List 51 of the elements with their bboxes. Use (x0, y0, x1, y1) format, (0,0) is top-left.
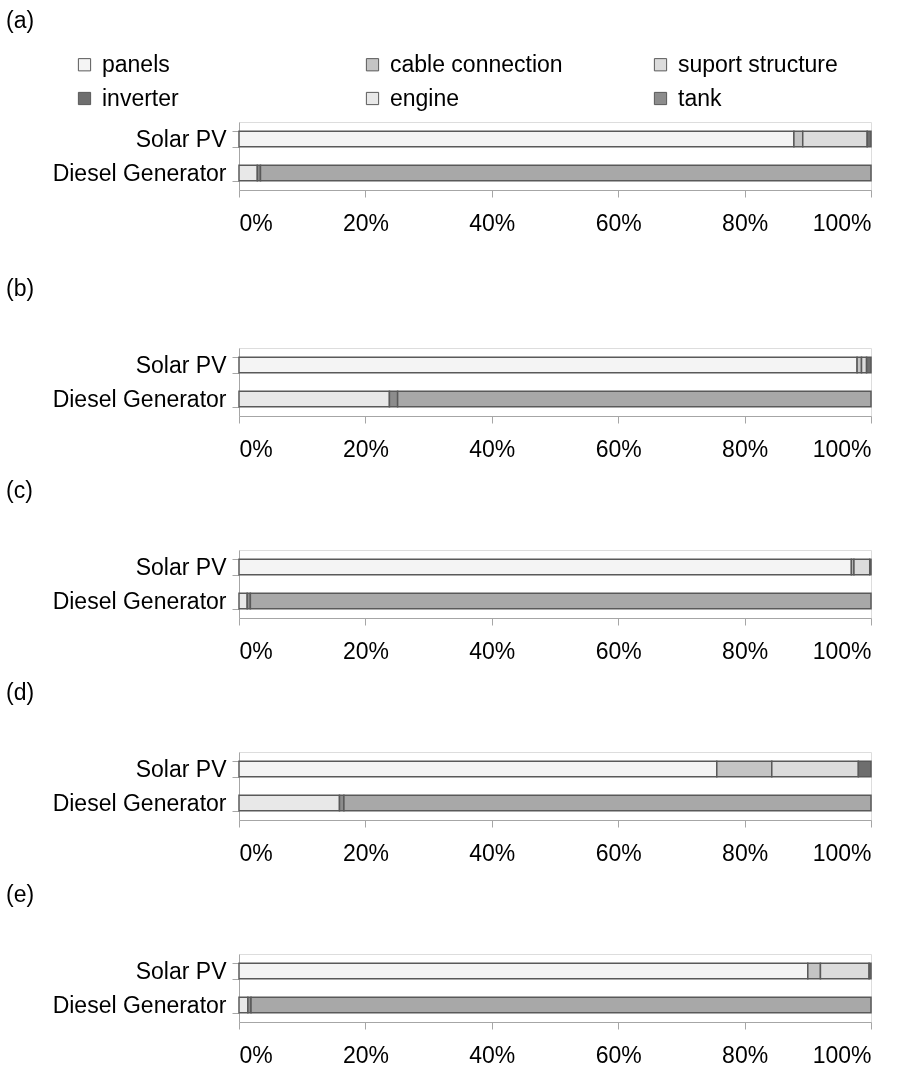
text: (a) (6, 7, 35, 33)
legend-label: tank (678, 84, 722, 111)
x-tick-label: 100% (812, 839, 872, 866)
x-tick-label: 40% (469, 435, 516, 462)
x-tick-label: 100% (812, 435, 872, 462)
x-tick-label: 60% (595, 1041, 642, 1068)
y-tick-label: Diesel Generator (52, 385, 227, 412)
legend-label: engine (390, 84, 460, 111)
x-tick-label: 20% (342, 209, 389, 236)
x-tick-label: 100% (812, 209, 872, 236)
y-tick-label: Diesel Generator (52, 991, 227, 1018)
y-tick-label: Diesel Generator (52, 159, 227, 186)
text: (b) (6, 275, 35, 301)
x-tick-label: 60% (595, 209, 642, 236)
x-tick-label: 20% (342, 1041, 389, 1068)
text: (e) (6, 881, 35, 907)
text: (c) (6, 477, 33, 503)
x-tick-label: 80% (722, 435, 769, 462)
x-tick-label: 100% (812, 637, 872, 664)
x-tick-label: 0% (239, 839, 273, 866)
text: (d) (6, 679, 35, 705)
legend-label: cable connection (390, 50, 563, 77)
x-tick-label: 20% (342, 435, 389, 462)
x-tick-label: 0% (239, 1041, 273, 1068)
y-tick-label: Solar PV (135, 957, 228, 984)
x-tick-label: 80% (722, 1041, 769, 1068)
x-tick-label: 40% (469, 637, 516, 664)
y-tick-label: Solar PV (135, 553, 228, 580)
x-tick-label: 100% (812, 1041, 872, 1068)
x-tick-label: 60% (595, 637, 642, 664)
legend-label: suport structure (678, 50, 838, 77)
x-tick-label: 60% (595, 435, 642, 462)
x-tick-label: 80% (722, 637, 769, 664)
y-tick-label: Solar PV (135, 755, 228, 782)
x-tick-label: 20% (342, 839, 389, 866)
y-tick-label: Solar PV (135, 125, 228, 152)
x-tick-label: 60% (595, 839, 642, 866)
y-tick-label: Diesel Generator (52, 587, 227, 614)
y-tick-label: Solar PV (135, 351, 228, 378)
x-tick-label: 40% (469, 1041, 516, 1068)
x-tick-label: 20% (342, 637, 389, 664)
x-tick-label: 80% (722, 209, 769, 236)
legend-label: inverter (102, 84, 180, 111)
y-tick-label: Diesel Generator (52, 789, 227, 816)
x-tick-label: 40% (469, 209, 516, 236)
x-tick-label: 0% (239, 435, 273, 462)
x-tick-label: 0% (239, 209, 273, 236)
x-tick-label: 80% (722, 839, 769, 866)
x-tick-label: 0% (239, 637, 273, 664)
x-tick-label: 40% (469, 839, 516, 866)
legend-label: panels (102, 50, 170, 77)
